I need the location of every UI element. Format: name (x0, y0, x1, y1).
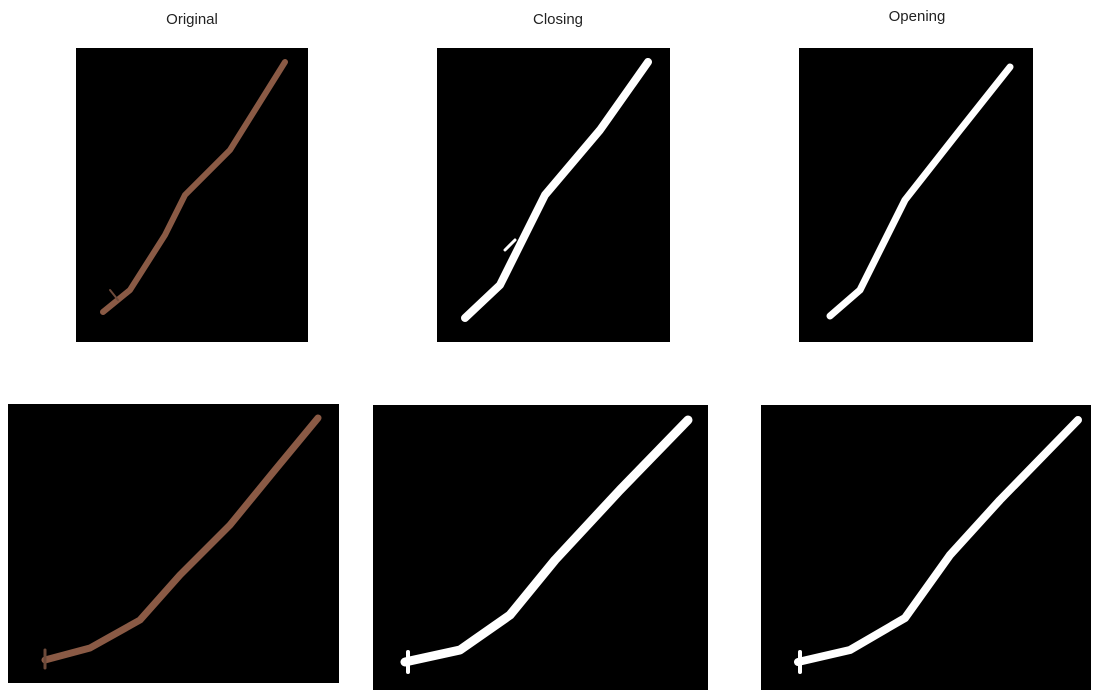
column-title: Closing (533, 11, 583, 28)
column-title: Original (166, 11, 218, 28)
image-original-1 (76, 48, 308, 342)
page: Original Closing Opening (() => { const … (0, 0, 1093, 692)
image-opening-1 (799, 48, 1033, 342)
image-closing-1 (437, 48, 670, 342)
column-title: Opening (889, 8, 946, 25)
figure: Original Closing Opening (0, 0, 1093, 692)
image-opening-2 (761, 405, 1091, 690)
image-closing-2 (373, 405, 708, 690)
image-original-2 (8, 404, 339, 683)
